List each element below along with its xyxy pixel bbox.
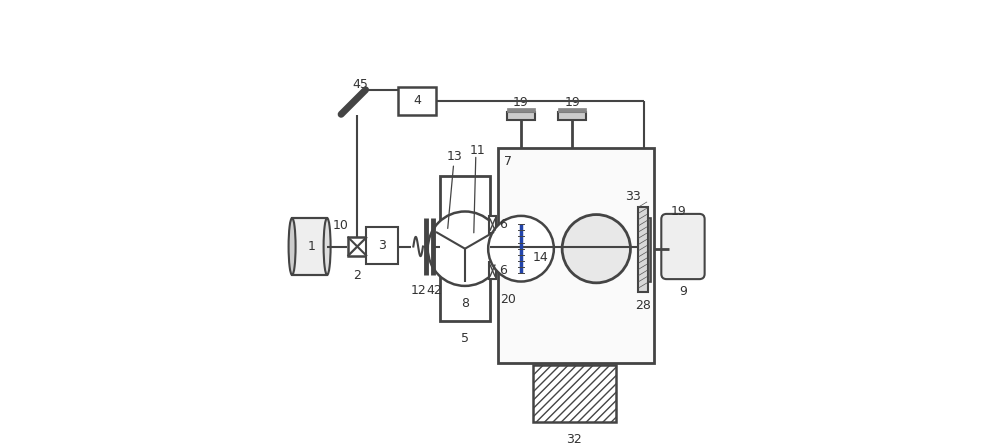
Text: 28: 28	[635, 299, 651, 312]
Bar	[348, 237, 367, 256]
Bar	[489, 262, 496, 279]
Bar	[638, 207, 648, 292]
Bar	[677, 223, 680, 273]
Circle shape	[428, 211, 502, 286]
Text: 5: 5	[461, 332, 469, 345]
Text: 19: 19	[513, 96, 529, 109]
Bar	[533, 365, 616, 422]
Text: 45: 45	[352, 78, 368, 91]
Bar	[558, 112, 586, 120]
Circle shape	[488, 216, 554, 282]
Text: 6: 6	[499, 218, 507, 231]
Text: 13: 13	[447, 150, 463, 163]
FancyBboxPatch shape	[661, 214, 705, 279]
Text: 32: 32	[567, 433, 582, 446]
Bar	[498, 148, 654, 363]
Circle shape	[562, 215, 630, 283]
Text: 7: 7	[504, 155, 512, 168]
Bar	[669, 223, 677, 273]
Text: 1: 1	[307, 240, 315, 253]
Text: 12: 12	[411, 284, 426, 297]
Text: 20: 20	[500, 292, 516, 306]
Bar	[489, 216, 496, 233]
Text: 8: 8	[461, 297, 469, 310]
Bar	[558, 108, 586, 112]
Bar	[366, 227, 398, 264]
Text: 19: 19	[564, 96, 580, 109]
Text: 10: 10	[333, 219, 349, 232]
Ellipse shape	[289, 218, 296, 275]
Text: 33: 33	[625, 190, 641, 202]
Text: 19: 19	[671, 205, 687, 218]
Text: 4: 4	[413, 94, 421, 107]
Text: 11: 11	[469, 144, 485, 157]
Text: 6: 6	[499, 264, 507, 277]
Text: 9: 9	[679, 285, 687, 298]
Bar	[648, 218, 651, 282]
Bar	[507, 112, 535, 120]
Polygon shape	[547, 203, 642, 290]
Text: 14: 14	[533, 251, 549, 264]
Bar	[398, 87, 436, 115]
Text: 42: 42	[426, 284, 442, 297]
Bar	[440, 177, 490, 321]
Text: 2: 2	[353, 270, 361, 283]
Ellipse shape	[324, 218, 331, 275]
Bar	[507, 108, 535, 112]
Text: 3: 3	[378, 239, 386, 252]
Bar	[292, 218, 327, 275]
